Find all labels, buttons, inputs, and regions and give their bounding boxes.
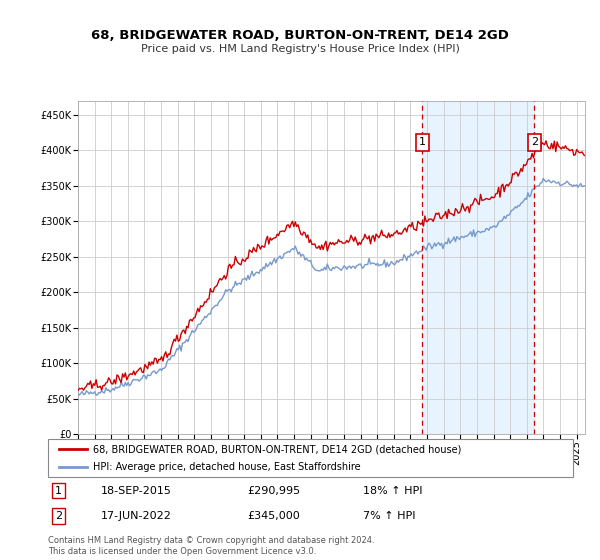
Text: 2: 2 bbox=[55, 511, 62, 521]
Bar bbox=[422, 101, 535, 434]
Text: 1: 1 bbox=[419, 137, 426, 147]
Text: 2: 2 bbox=[531, 137, 538, 147]
Text: 1: 1 bbox=[55, 486, 62, 496]
Text: Price paid vs. HM Land Registry's House Price Index (HPI): Price paid vs. HM Land Registry's House … bbox=[140, 44, 460, 54]
Text: Contains HM Land Registry data © Crown copyright and database right 2024.
This d: Contains HM Land Registry data © Crown c… bbox=[48, 536, 374, 556]
Text: 68, BRIDGEWATER ROAD, BURTON-ON-TRENT, DE14 2GD (detached house): 68, BRIDGEWATER ROAD, BURTON-ON-TRENT, D… bbox=[92, 444, 461, 454]
Text: 17-JUN-2022: 17-JUN-2022 bbox=[101, 511, 172, 521]
FancyBboxPatch shape bbox=[48, 439, 573, 477]
Text: 18% ↑ HPI: 18% ↑ HPI bbox=[363, 486, 422, 496]
Text: £345,000: £345,000 bbox=[248, 511, 300, 521]
Text: £290,995: £290,995 bbox=[248, 486, 301, 496]
Text: 7% ↑ HPI: 7% ↑ HPI bbox=[363, 511, 415, 521]
Text: 18-SEP-2015: 18-SEP-2015 bbox=[101, 486, 172, 496]
Text: 68, BRIDGEWATER ROAD, BURTON-ON-TRENT, DE14 2GD: 68, BRIDGEWATER ROAD, BURTON-ON-TRENT, D… bbox=[91, 29, 509, 42]
Text: HPI: Average price, detached house, East Staffordshire: HPI: Average price, detached house, East… bbox=[92, 462, 360, 472]
